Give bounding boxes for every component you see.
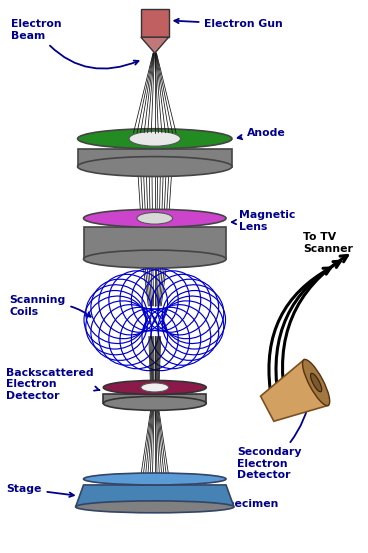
Ellipse shape bbox=[137, 212, 173, 224]
Polygon shape bbox=[141, 37, 169, 53]
Ellipse shape bbox=[141, 383, 169, 392]
Ellipse shape bbox=[129, 131, 181, 146]
Text: Anode: Anode bbox=[238, 128, 286, 139]
Text: Electron
Beam: Electron Beam bbox=[11, 19, 138, 69]
Ellipse shape bbox=[78, 129, 232, 149]
Ellipse shape bbox=[84, 210, 226, 227]
Text: Secondary
Electron
Detector: Secondary Electron Detector bbox=[237, 395, 312, 481]
Polygon shape bbox=[78, 149, 232, 166]
Text: Scanning
Coils: Scanning Coils bbox=[9, 295, 91, 317]
Text: Specimen: Specimen bbox=[174, 483, 279, 509]
Ellipse shape bbox=[84, 250, 226, 268]
Polygon shape bbox=[84, 227, 226, 259]
Ellipse shape bbox=[103, 380, 206, 394]
Ellipse shape bbox=[311, 373, 322, 392]
Text: Stage: Stage bbox=[6, 484, 74, 497]
Ellipse shape bbox=[75, 501, 234, 513]
Polygon shape bbox=[103, 394, 206, 403]
Ellipse shape bbox=[84, 473, 226, 485]
Ellipse shape bbox=[103, 397, 206, 410]
Polygon shape bbox=[141, 9, 169, 37]
Ellipse shape bbox=[78, 156, 232, 176]
Text: Electron Gun: Electron Gun bbox=[174, 19, 283, 29]
Polygon shape bbox=[261, 359, 328, 421]
Polygon shape bbox=[75, 485, 234, 507]
Text: Backscattered
Electron
Detector: Backscattered Electron Detector bbox=[6, 368, 100, 401]
Text: To TV
Scanner: To TV Scanner bbox=[303, 232, 353, 254]
Text: Magnetic
Lens: Magnetic Lens bbox=[232, 210, 295, 232]
Ellipse shape bbox=[302, 359, 330, 405]
